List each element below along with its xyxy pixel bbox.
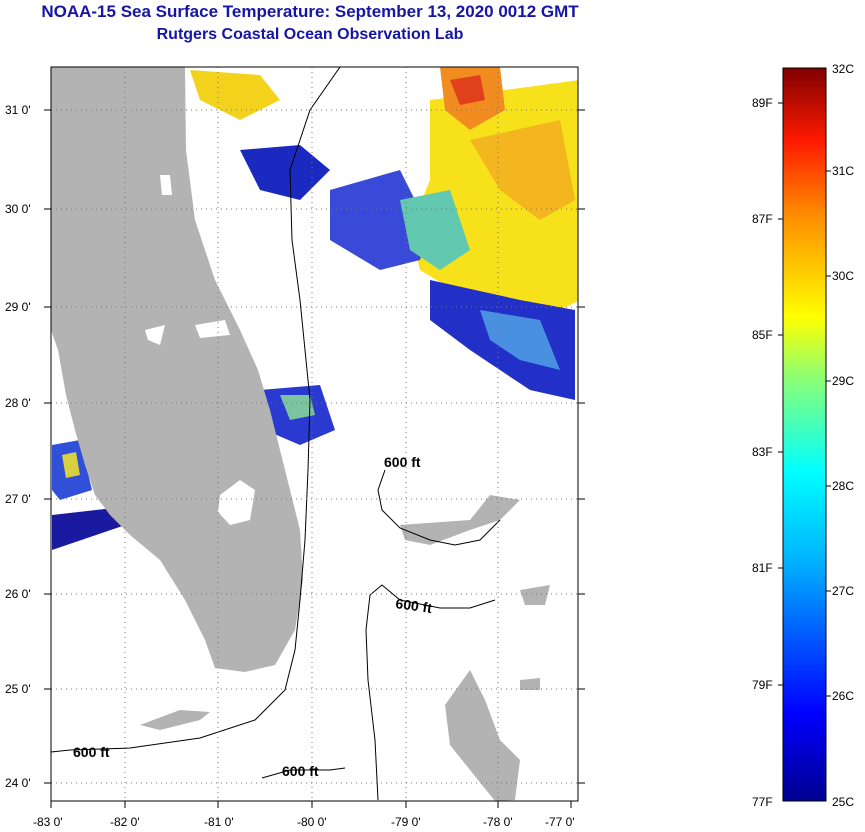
colorbar-c-label: 29C [832, 374, 854, 388]
colorbar-c-label: 27C [832, 584, 854, 598]
colorbar-top-label: 32C [832, 62, 854, 76]
colorbar-f-label: 81F [752, 561, 773, 575]
lon-label: -77 0' [545, 815, 575, 829]
lat-label: 24 0' [5, 776, 31, 790]
lat-label: 26 0' [5, 587, 31, 601]
lat-label: 29 0' [5, 300, 31, 314]
lon-label: -82 0' [110, 815, 140, 829]
contour-label: 600 ft [384, 454, 421, 470]
lat-label: 25 0' [5, 682, 31, 696]
longitude-labels: -83 0' -82 0' -81 0' -80 0' -79 0' -78 0… [33, 815, 575, 829]
colorbar-gradient [782, 67, 827, 802]
lat-label: 27 0' [5, 492, 31, 506]
colorbar-c-label: 26C [832, 689, 854, 703]
colorbar-c-label: 30C [832, 269, 854, 283]
contour-label: 600 ft [73, 744, 110, 760]
colorbar-bottom-f-label: 77F [752, 795, 773, 809]
lon-label: -83 0' [33, 815, 63, 829]
lon-label: -80 0' [297, 815, 327, 829]
lon-label: -81 0' [204, 815, 234, 829]
colorbar-bottom-c-label: 25C [832, 795, 854, 809]
lat-label: 28 0' [5, 396, 31, 410]
lat-label: 30 0' [5, 202, 31, 216]
contour-label: 600 ft [395, 595, 434, 616]
sst-patches [52, 67, 578, 550]
colorbar-f-label: 89F [752, 96, 773, 110]
lakes [145, 175, 255, 525]
lat-label: 31 0' [5, 103, 31, 117]
axis-ticks [44, 109, 585, 808]
lon-label: -78 0' [483, 815, 513, 829]
colorbar-f-label: 87F [752, 212, 773, 226]
colorbar-c-label: 31C [832, 164, 854, 178]
lon-label: -79 0' [391, 815, 421, 829]
colorbar-f-label: 85F [752, 328, 773, 342]
map-title: NOAA-15 Sea Surface Temperature: Septemb… [41, 2, 579, 21]
map-subtitle: Rutgers Coastal Ocean Observation Lab [156, 26, 464, 43]
colorbar: 32C 77F 25C 89F 87F 85F 83F 81F 79F 31C … [752, 62, 854, 809]
contour-label: 600 ft [282, 763, 319, 779]
colorbar-f-label: 79F [752, 678, 773, 692]
latitude-labels: 31 0' 30 0' 29 0' 28 0' 27 0' 26 0' 25 0… [5, 103, 31, 790]
isobath-contours [51, 67, 501, 801]
colorbar-f-label: 83F [752, 445, 773, 459]
colorbar-c-label: 28C [832, 479, 854, 493]
